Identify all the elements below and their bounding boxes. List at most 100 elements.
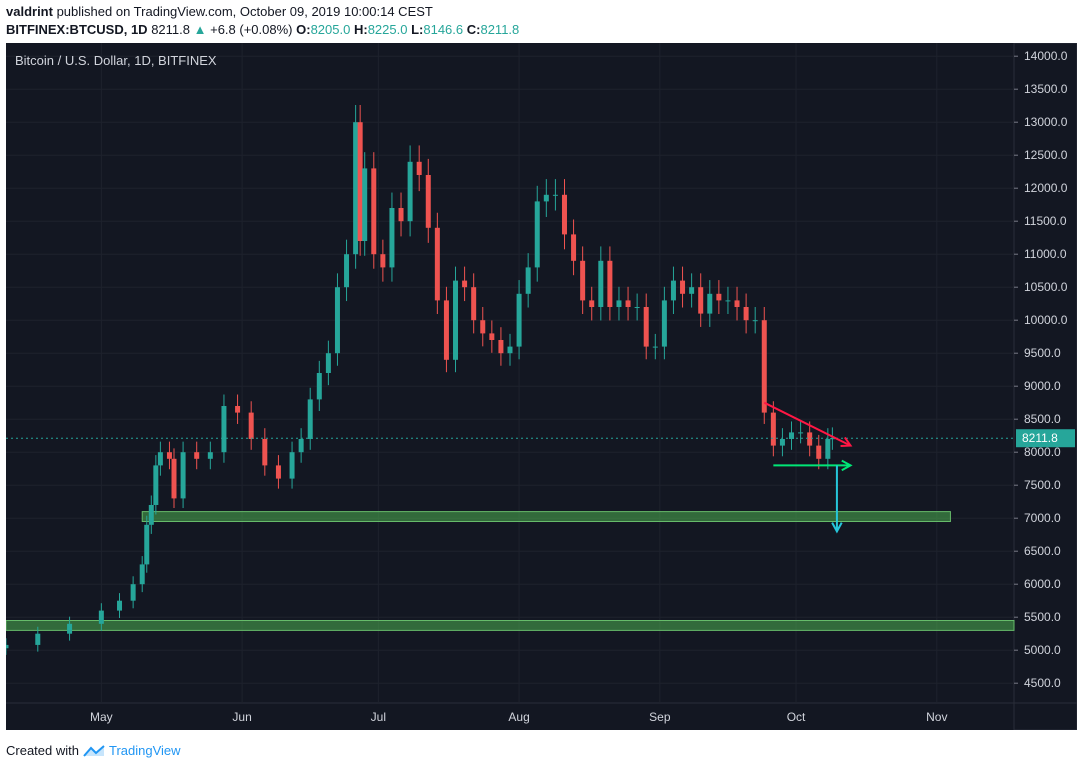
last-price-tag bbox=[1016, 429, 1075, 448]
candle-body bbox=[661, 300, 667, 347]
candle-body bbox=[117, 600, 123, 611]
close-value: 8211.8 bbox=[480, 22, 520, 37]
y-tick-label: 4500.0 bbox=[1024, 676, 1061, 690]
last-price-tag-text: 8211.8 bbox=[1022, 431, 1058, 445]
candle-body bbox=[425, 175, 431, 228]
candle-body bbox=[307, 399, 313, 439]
candle-body bbox=[35, 633, 41, 645]
candle-body bbox=[221, 406, 227, 453]
y-tick-label: 9500.0 bbox=[1024, 346, 1061, 360]
candle-body bbox=[316, 373, 322, 400]
candle-body bbox=[289, 452, 295, 479]
arrow-head-icon bbox=[840, 436, 853, 447]
candle-body bbox=[580, 260, 586, 301]
support-zone bbox=[6, 620, 1015, 631]
price-chart[interactable]: 4500.0 5000.0 5500.0 6000.0 6500.0 7000.0 7500… bbox=[6, 43, 1077, 730]
candle-body bbox=[130, 584, 136, 601]
candle-body bbox=[634, 307, 640, 308]
high-label: H: bbox=[353, 22, 368, 37]
y-tick-label: 8000.0 bbox=[1024, 445, 1061, 459]
candle-body bbox=[434, 227, 440, 301]
y-tick-label: 7000.0 bbox=[1024, 511, 1061, 525]
candle-body bbox=[380, 254, 386, 268]
candle-body bbox=[571, 234, 577, 261]
price-change: +6.8 (+0.08%) bbox=[210, 22, 293, 37]
candle-body bbox=[207, 452, 213, 459]
x-tick-label: Jul bbox=[371, 710, 386, 724]
candle-body bbox=[389, 208, 395, 268]
arrow-head-icon bbox=[831, 522, 843, 534]
y-tick-label: 14000.0 bbox=[1024, 49, 1068, 63]
chart-frame[interactable]: 4500.0 5000.0 5500.0 6000.0 6500.0 7000.0 7500… bbox=[6, 43, 1077, 730]
candle-body bbox=[67, 623, 73, 634]
candle-body bbox=[153, 465, 159, 505]
candle-body bbox=[235, 406, 241, 413]
y-tick-label: 6000.0 bbox=[1024, 577, 1061, 591]
candle-body bbox=[798, 432, 804, 434]
candle-body bbox=[534, 201, 540, 268]
trend-arrow-line bbox=[763, 401, 851, 447]
candle-body bbox=[166, 452, 172, 459]
x-tick-label: Sep bbox=[649, 710, 671, 724]
y-tick-label: 11000.0 bbox=[1024, 247, 1067, 261]
candle-body bbox=[779, 439, 785, 446]
candle-body bbox=[453, 280, 459, 360]
candle-body bbox=[407, 161, 413, 222]
candle-body bbox=[789, 432, 795, 439]
candle-body bbox=[743, 307, 749, 321]
candle-body bbox=[180, 452, 186, 499]
y-tick-label: 8500.0 bbox=[1024, 412, 1061, 426]
candle-body bbox=[543, 194, 549, 202]
candle-body bbox=[770, 412, 776, 446]
candle-body bbox=[507, 346, 513, 354]
candle-body bbox=[489, 333, 495, 340]
candle-body bbox=[416, 161, 422, 175]
candle-body bbox=[807, 432, 813, 446]
y-tick-label: 5500.0 bbox=[1024, 610, 1061, 624]
candle-body bbox=[598, 260, 604, 307]
candle-body bbox=[689, 287, 695, 294]
last-price: 8211.8 bbox=[151, 22, 190, 37]
candle-body bbox=[698, 287, 704, 314]
tradingview-link[interactable]: TradingView bbox=[108, 743, 181, 758]
candle-body bbox=[353, 122, 359, 255]
candle-body bbox=[707, 293, 713, 314]
y-tick-label: 13000.0 bbox=[1024, 115, 1068, 129]
candle-body bbox=[752, 320, 758, 322]
y-tick-label: 7500.0 bbox=[1024, 478, 1061, 492]
candle-body bbox=[643, 307, 649, 347]
candle-body bbox=[462, 280, 468, 288]
y-tick-label: 12000.0 bbox=[1024, 181, 1068, 195]
tradingview-logo-icon[interactable] bbox=[83, 744, 105, 757]
high-value: 8225.0 bbox=[367, 22, 408, 37]
x-tick-label: May bbox=[90, 710, 113, 724]
candle-body bbox=[516, 293, 522, 347]
candle-body bbox=[139, 564, 145, 585]
candle-body bbox=[157, 452, 163, 466]
y-tick-label: 13500.0 bbox=[1024, 82, 1068, 96]
arrow-head-icon bbox=[841, 459, 853, 472]
y-tick-label: 9000.0 bbox=[1024, 379, 1061, 393]
candle-body bbox=[171, 458, 177, 499]
y-tick-label: 6500.0 bbox=[1024, 544, 1061, 558]
y-tick-label: 10500.0 bbox=[1024, 280, 1068, 294]
candle-body bbox=[670, 280, 676, 301]
candle-body bbox=[443, 300, 449, 360]
candle-body bbox=[325, 353, 331, 373]
candle-body bbox=[816, 445, 822, 459]
candle-body bbox=[607, 260, 613, 307]
candle-body bbox=[194, 452, 200, 459]
price-axis bbox=[1013, 43, 1077, 730]
candle-body bbox=[825, 439, 831, 459]
candle-body bbox=[371, 168, 377, 255]
candle-body bbox=[98, 610, 104, 624]
created-with-label: Created with bbox=[6, 743, 79, 758]
symbol-info: BITFINEX:BTCUSD, 1D 8211.8 ▲ +6.8 (+0.08… bbox=[6, 22, 519, 37]
author-name[interactable]: valdrint bbox=[6, 4, 53, 19]
candle-body bbox=[589, 300, 595, 307]
publish-info: valdrint published on TradingView.com, O… bbox=[6, 4, 433, 19]
candle-body bbox=[552, 194, 558, 196]
y-tick-label: 12500.0 bbox=[1024, 148, 1068, 162]
candle-body bbox=[716, 293, 722, 301]
open-value: 8205.0 bbox=[310, 22, 351, 37]
